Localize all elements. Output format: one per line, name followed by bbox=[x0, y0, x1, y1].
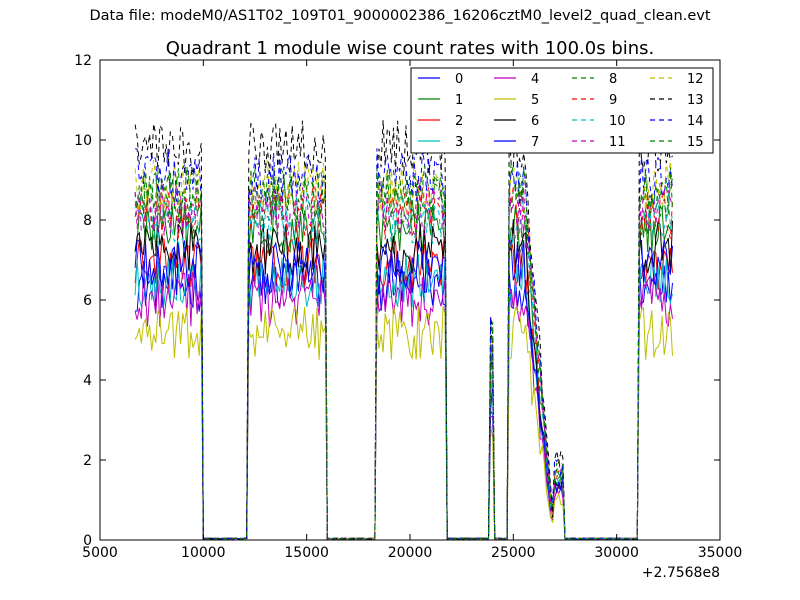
x-tick-label-30000: 30000 bbox=[594, 545, 639, 561]
series-line-8 bbox=[134, 168, 673, 540]
series-line-14 bbox=[135, 148, 673, 540]
x-offset-label: +2.7568e8 bbox=[642, 565, 720, 581]
legend-label-10: 10 bbox=[609, 114, 626, 129]
series-line-10 bbox=[134, 192, 673, 540]
x-tick-label-35000: 35000 bbox=[698, 545, 743, 561]
y-tick-label-0: 0 bbox=[83, 533, 92, 549]
legend-label-12: 12 bbox=[687, 72, 704, 87]
series-line-12 bbox=[134, 160, 673, 540]
x-tick-label-10000: 10000 bbox=[181, 545, 226, 561]
x-tick-label-25000: 25000 bbox=[491, 545, 536, 561]
series-line-5 bbox=[134, 305, 673, 540]
legend-label-8: 8 bbox=[609, 72, 617, 87]
y-tick-label-4: 4 bbox=[83, 373, 92, 389]
legend-label-3: 3 bbox=[455, 135, 463, 150]
legend-label-5: 5 bbox=[531, 93, 539, 108]
series-line-6 bbox=[134, 219, 673, 540]
chart-title: Quadrant 1 module wise count rates with … bbox=[166, 38, 655, 59]
legend-label-7: 7 bbox=[531, 135, 539, 150]
x-tick-label-15000: 15000 bbox=[284, 545, 329, 561]
series-line-15 bbox=[134, 163, 673, 540]
legend-label-11: 11 bbox=[609, 135, 626, 150]
series-line-9 bbox=[134, 184, 673, 540]
legend-label-13: 13 bbox=[687, 93, 704, 108]
y-tick-label-8: 8 bbox=[83, 213, 92, 229]
legend-label-6: 6 bbox=[531, 114, 539, 129]
legend-label-2: 2 bbox=[455, 114, 463, 129]
figure-suptitle: Data file: modeM0/AS1T02_109T01_90000023… bbox=[89, 8, 711, 24]
series-line-13 bbox=[134, 118, 673, 540]
y-tick-label-12: 12 bbox=[74, 53, 92, 69]
legend-label-1: 1 bbox=[455, 93, 463, 108]
series-line-3 bbox=[134, 250, 673, 540]
y-tick-label-6: 6 bbox=[83, 293, 92, 309]
series-line-4 bbox=[134, 272, 673, 540]
legend-label-9: 9 bbox=[609, 93, 617, 108]
legend-label-0: 0 bbox=[455, 72, 463, 87]
legend-label-4: 4 bbox=[531, 72, 539, 87]
y-tick-label-10: 10 bbox=[74, 133, 92, 149]
legend-label-14: 14 bbox=[687, 114, 704, 129]
x-tick-label-20000: 20000 bbox=[388, 545, 433, 561]
series-group bbox=[134, 118, 673, 540]
series-line-11 bbox=[134, 180, 673, 540]
y-tick-label-2: 2 bbox=[83, 453, 92, 469]
legend-box bbox=[410, 67, 714, 154]
x-tick-label-5000: 5000 bbox=[82, 545, 118, 561]
legend-label-15: 15 bbox=[687, 135, 704, 150]
